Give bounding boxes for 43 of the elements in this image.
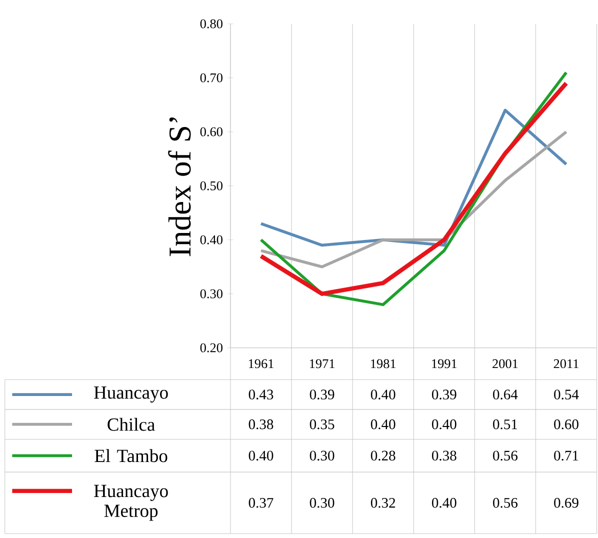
- x-tick-label: 1961: [248, 359, 274, 368]
- data-label: 0.64: [493, 390, 518, 400]
- data-label: 0.54: [554, 390, 579, 400]
- legend-label: Huancayo: [94, 386, 168, 403]
- data-label: 0.35: [310, 420, 334, 430]
- data-label: 0.30: [310, 498, 334, 508]
- legend-label: El Tambo: [94, 449, 168, 462]
- y-tick-label: 0.20: [200, 344, 222, 352]
- y-tick-label: 0.50: [200, 182, 222, 190]
- data-label: 0.69: [554, 498, 578, 508]
- data-label: 0.43: [248, 390, 274, 400]
- data-label: 0.51: [493, 420, 518, 430]
- line-series: [260, 130, 568, 268]
- y-tick-label: 0.60: [200, 128, 222, 136]
- data-label: 0.40: [370, 420, 396, 430]
- x-tick-label: 1981: [371, 359, 396, 368]
- data-label: 0.32: [370, 498, 396, 508]
- y-tick-label: 0.70: [200, 74, 222, 83]
- y-tick-label: 0.30: [200, 290, 222, 298]
- legend-label: Huancayo Metrop: [94, 485, 168, 521]
- y-tick-label: 0.80: [200, 20, 222, 29]
- data-label: 0.40: [432, 498, 456, 508]
- legend-label: Chilca: [108, 418, 155, 432]
- data-label: 0.60: [554, 420, 578, 430]
- x-tick-label: 1971: [310, 359, 334, 368]
- data-label: 0.56: [493, 450, 518, 461]
- y-tick-label: 0.40: [200, 236, 222, 244]
- data-label: 0.56: [493, 498, 518, 508]
- data-label: 0.71: [554, 450, 578, 461]
- data-label: 0.38: [248, 420, 274, 430]
- x-tick-label: 2011: [554, 359, 578, 368]
- data-label: 0.39: [310, 390, 334, 400]
- x-tick-label: 2001: [492, 359, 518, 368]
- data-label: 0.38: [432, 450, 456, 461]
- y-axis-title: Index of S’: [168, 118, 191, 256]
- x-tick-label: 1991: [432, 359, 457, 368]
- data-label: 0.28: [370, 450, 396, 461]
- data-label: 0.30: [310, 450, 334, 461]
- data-label: 0.40: [370, 390, 396, 400]
- data-label: 0.40: [432, 420, 456, 430]
- data-label: 0.40: [248, 450, 274, 461]
- data-label: 0.39: [432, 390, 456, 400]
- data-label: 0.37: [248, 498, 274, 508]
